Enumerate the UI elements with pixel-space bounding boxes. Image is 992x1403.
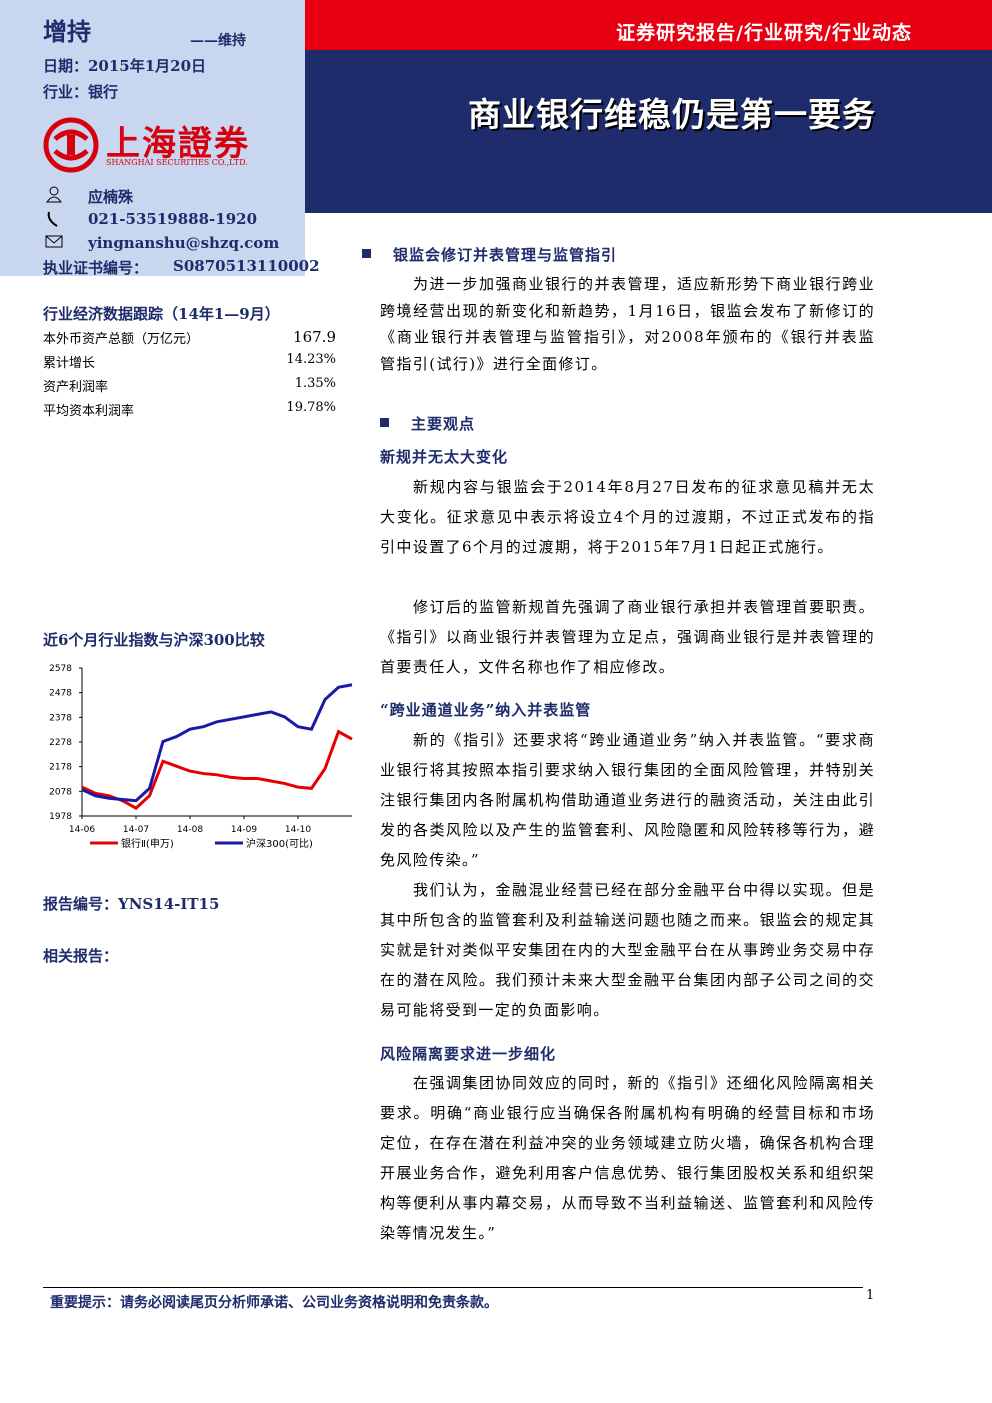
logo-text: 上海證券 bbox=[106, 124, 250, 164]
series-line bbox=[81, 729, 353, 810]
page-number: 1 bbox=[866, 1288, 875, 1303]
x-tick-label: 14-08 bbox=[177, 825, 203, 835]
subheading: 新规并无太大变化 bbox=[380, 448, 509, 466]
top-bar bbox=[305, 0, 992, 50]
analyst-phone: 021-53519888-1920 bbox=[88, 210, 258, 228]
rating-prev: ——维持 bbox=[190, 33, 246, 49]
title-block bbox=[305, 50, 992, 213]
report-no: 报告编号：YNS14-IT15 bbox=[43, 895, 220, 913]
stats-row: 资产利润率 1.35% bbox=[43, 376, 336, 395]
stats-label: 平均资本利润率 bbox=[43, 404, 135, 419]
paragraph: 为进一步加强商业银行的并表管理，适应新形势下商业银行跨业跨境经营出现的新变化和新… bbox=[380, 275, 875, 373]
heading-text: 银监会修订并表管理与监管指引 bbox=[393, 246, 618, 264]
logo-en: SHANGHAI SECURITIES CO.,LTD. bbox=[106, 158, 248, 167]
stats-value: 1.35% bbox=[294, 376, 336, 391]
stats-value: 14.23% bbox=[286, 352, 336, 367]
footer-notice: 重要提示：请务必阅读尾页分析师承诺、公司业务资格说明和免责条款。 bbox=[50, 1295, 498, 1311]
x-tick-label: 14-10 bbox=[285, 825, 311, 835]
y-tick-label: 2078 bbox=[49, 787, 72, 797]
y-tick-label: 2278 bbox=[49, 738, 72, 748]
contact-icons bbox=[45, 186, 63, 248]
x-tick-label: 14-07 bbox=[123, 825, 149, 835]
paragraph: 我们认为，金融混业经营已经在部分金融平台中得以实现。但是其中所包含的监管套利及利… bbox=[380, 881, 875, 1019]
analyst-email: yingnanshu@shzq.com bbox=[88, 234, 280, 252]
rating: 增持 bbox=[43, 17, 91, 46]
paragraph: 修订后的监管新规首先强调了商业银行承担并表管理首要职责。《指引》以商业银行并表管… bbox=[380, 598, 875, 676]
paragraph: 新规内容与银监会于2014年8月27日发布的征求意见稿并无太大变化。征求意见中表… bbox=[380, 478, 875, 556]
stats-row: 累计增长 14.23% bbox=[43, 352, 336, 371]
section-heading: 主要观点 bbox=[380, 413, 475, 434]
chart-title: 近6个月行业指数与沪深300比较 bbox=[43, 631, 265, 649]
stats-label: 资产利润率 bbox=[43, 380, 109, 395]
series-line bbox=[81, 683, 353, 803]
x-tick-label: 14-09 bbox=[231, 825, 257, 835]
analyst-name: 应楠殊 bbox=[88, 188, 134, 206]
logo-mark bbox=[43, 117, 99, 173]
stats-label: 本外币资产总额（万亿元） bbox=[43, 332, 200, 347]
sidebar-panel bbox=[0, 0, 305, 276]
stats-row: 平均资本利润率 19.78% bbox=[43, 400, 336, 419]
paragraph: 在强调集团协同效应的同时，新的《指引》还细化风险隔离相关要求。明确“商业银行应当… bbox=[380, 1074, 875, 1242]
title: 商业银行维稳仍是第一要务 bbox=[468, 95, 876, 134]
chart: 近6个月行业指数与沪深300比较 1978 2078 2178 2278 2378 247… bbox=[43, 631, 353, 850]
related: 相关报告： bbox=[43, 947, 119, 965]
subheading: “跨业通道业务”纳入并表监管 bbox=[380, 701, 592, 719]
y-tick-label: 2578 bbox=[49, 664, 72, 674]
industry: 行业：银行 bbox=[43, 83, 119, 101]
legend-label: 沪深300(可比) bbox=[246, 837, 313, 850]
paragraph: 新的《指引》还要求将“跨业通道业务”纳入并表监管。“要求商业银行将其按照本指引要… bbox=[380, 731, 875, 869]
y-tick-label: 1978 bbox=[49, 812, 72, 822]
section-heading: 银监会修订并表管理与监管指引 bbox=[362, 244, 617, 265]
stats-label: 累计增长 bbox=[43, 356, 96, 371]
cert-label: 执业证书编号： bbox=[43, 259, 149, 277]
stats-title: 行业经济数据跟踪（14年1—9月） bbox=[43, 305, 280, 323]
category: 证券研究报告/行业研究/行业动态 bbox=[616, 22, 912, 44]
y-tick-label: 2378 bbox=[49, 713, 72, 723]
y-tick-label: 2178 bbox=[49, 763, 72, 773]
y-tick-label: 2478 bbox=[49, 689, 72, 699]
stats-row: 本外币资产总额（万亿元） 167.9 bbox=[43, 328, 336, 347]
stats-value: 167.9 bbox=[293, 328, 336, 346]
subheading: 风险隔离要求进一步细化 bbox=[380, 1045, 557, 1063]
footer-rule bbox=[43, 1287, 863, 1288]
stats-value: 19.78% bbox=[286, 400, 336, 415]
legend-label: 银行Ⅱ(申万) bbox=[121, 837, 174, 850]
heading-text: 主要观点 bbox=[411, 415, 476, 433]
x-tick-label: 14-06 bbox=[69, 825, 95, 835]
date: 日期：2015年1月20日 bbox=[43, 57, 207, 75]
cert-no: S0870513110002 bbox=[173, 257, 320, 275]
